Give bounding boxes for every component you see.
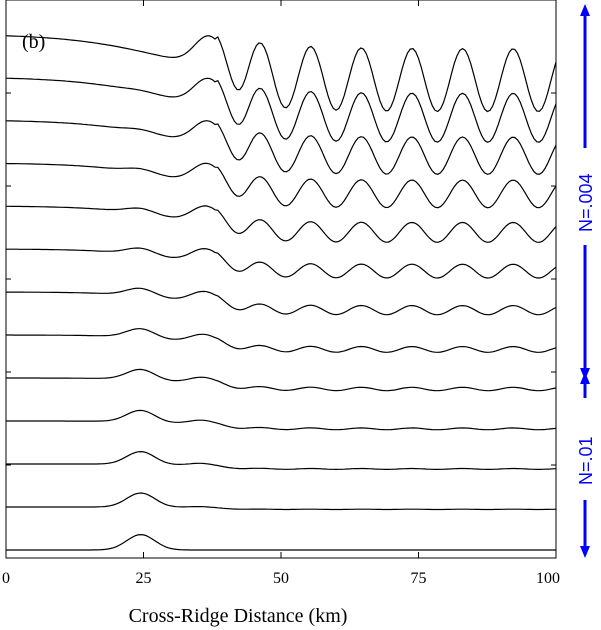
trace-line-6 [6,287,556,316]
trace-line-5 [6,328,556,353]
svg-text:N=.004: N=.004 [576,173,596,232]
tick-marks [5,0,557,558]
trace-line-3 [6,409,556,431]
x-tick-label-25: 25 [136,570,152,587]
trace-line-8 [6,205,556,243]
trace-group [6,35,556,551]
trace-line-11 [6,77,556,143]
annotation-n004: N=.004 [576,4,596,380]
x-tick-label-75: 75 [411,570,427,587]
annotation-n01: N=.01 [576,372,596,558]
trace-line-2 [6,450,556,471]
x-tick-label-0: 0 [2,570,10,587]
panel-label: (b) [22,31,45,53]
x-axis-label: Cross-Ridge Distance (km) [129,605,348,627]
svg-text:N=.01: N=.01 [576,436,596,485]
x-tick-label-50: 50 [273,570,289,587]
trace-line-0 [6,533,556,551]
trace-line-12 [6,35,556,113]
trace-line-10 [6,120,556,175]
trace-line-4 [6,368,556,392]
trace-line-1 [6,492,556,511]
x-tick-label-100: 100 [536,570,560,587]
trace-line-9 [6,162,556,209]
trace-line-7 [6,247,556,279]
